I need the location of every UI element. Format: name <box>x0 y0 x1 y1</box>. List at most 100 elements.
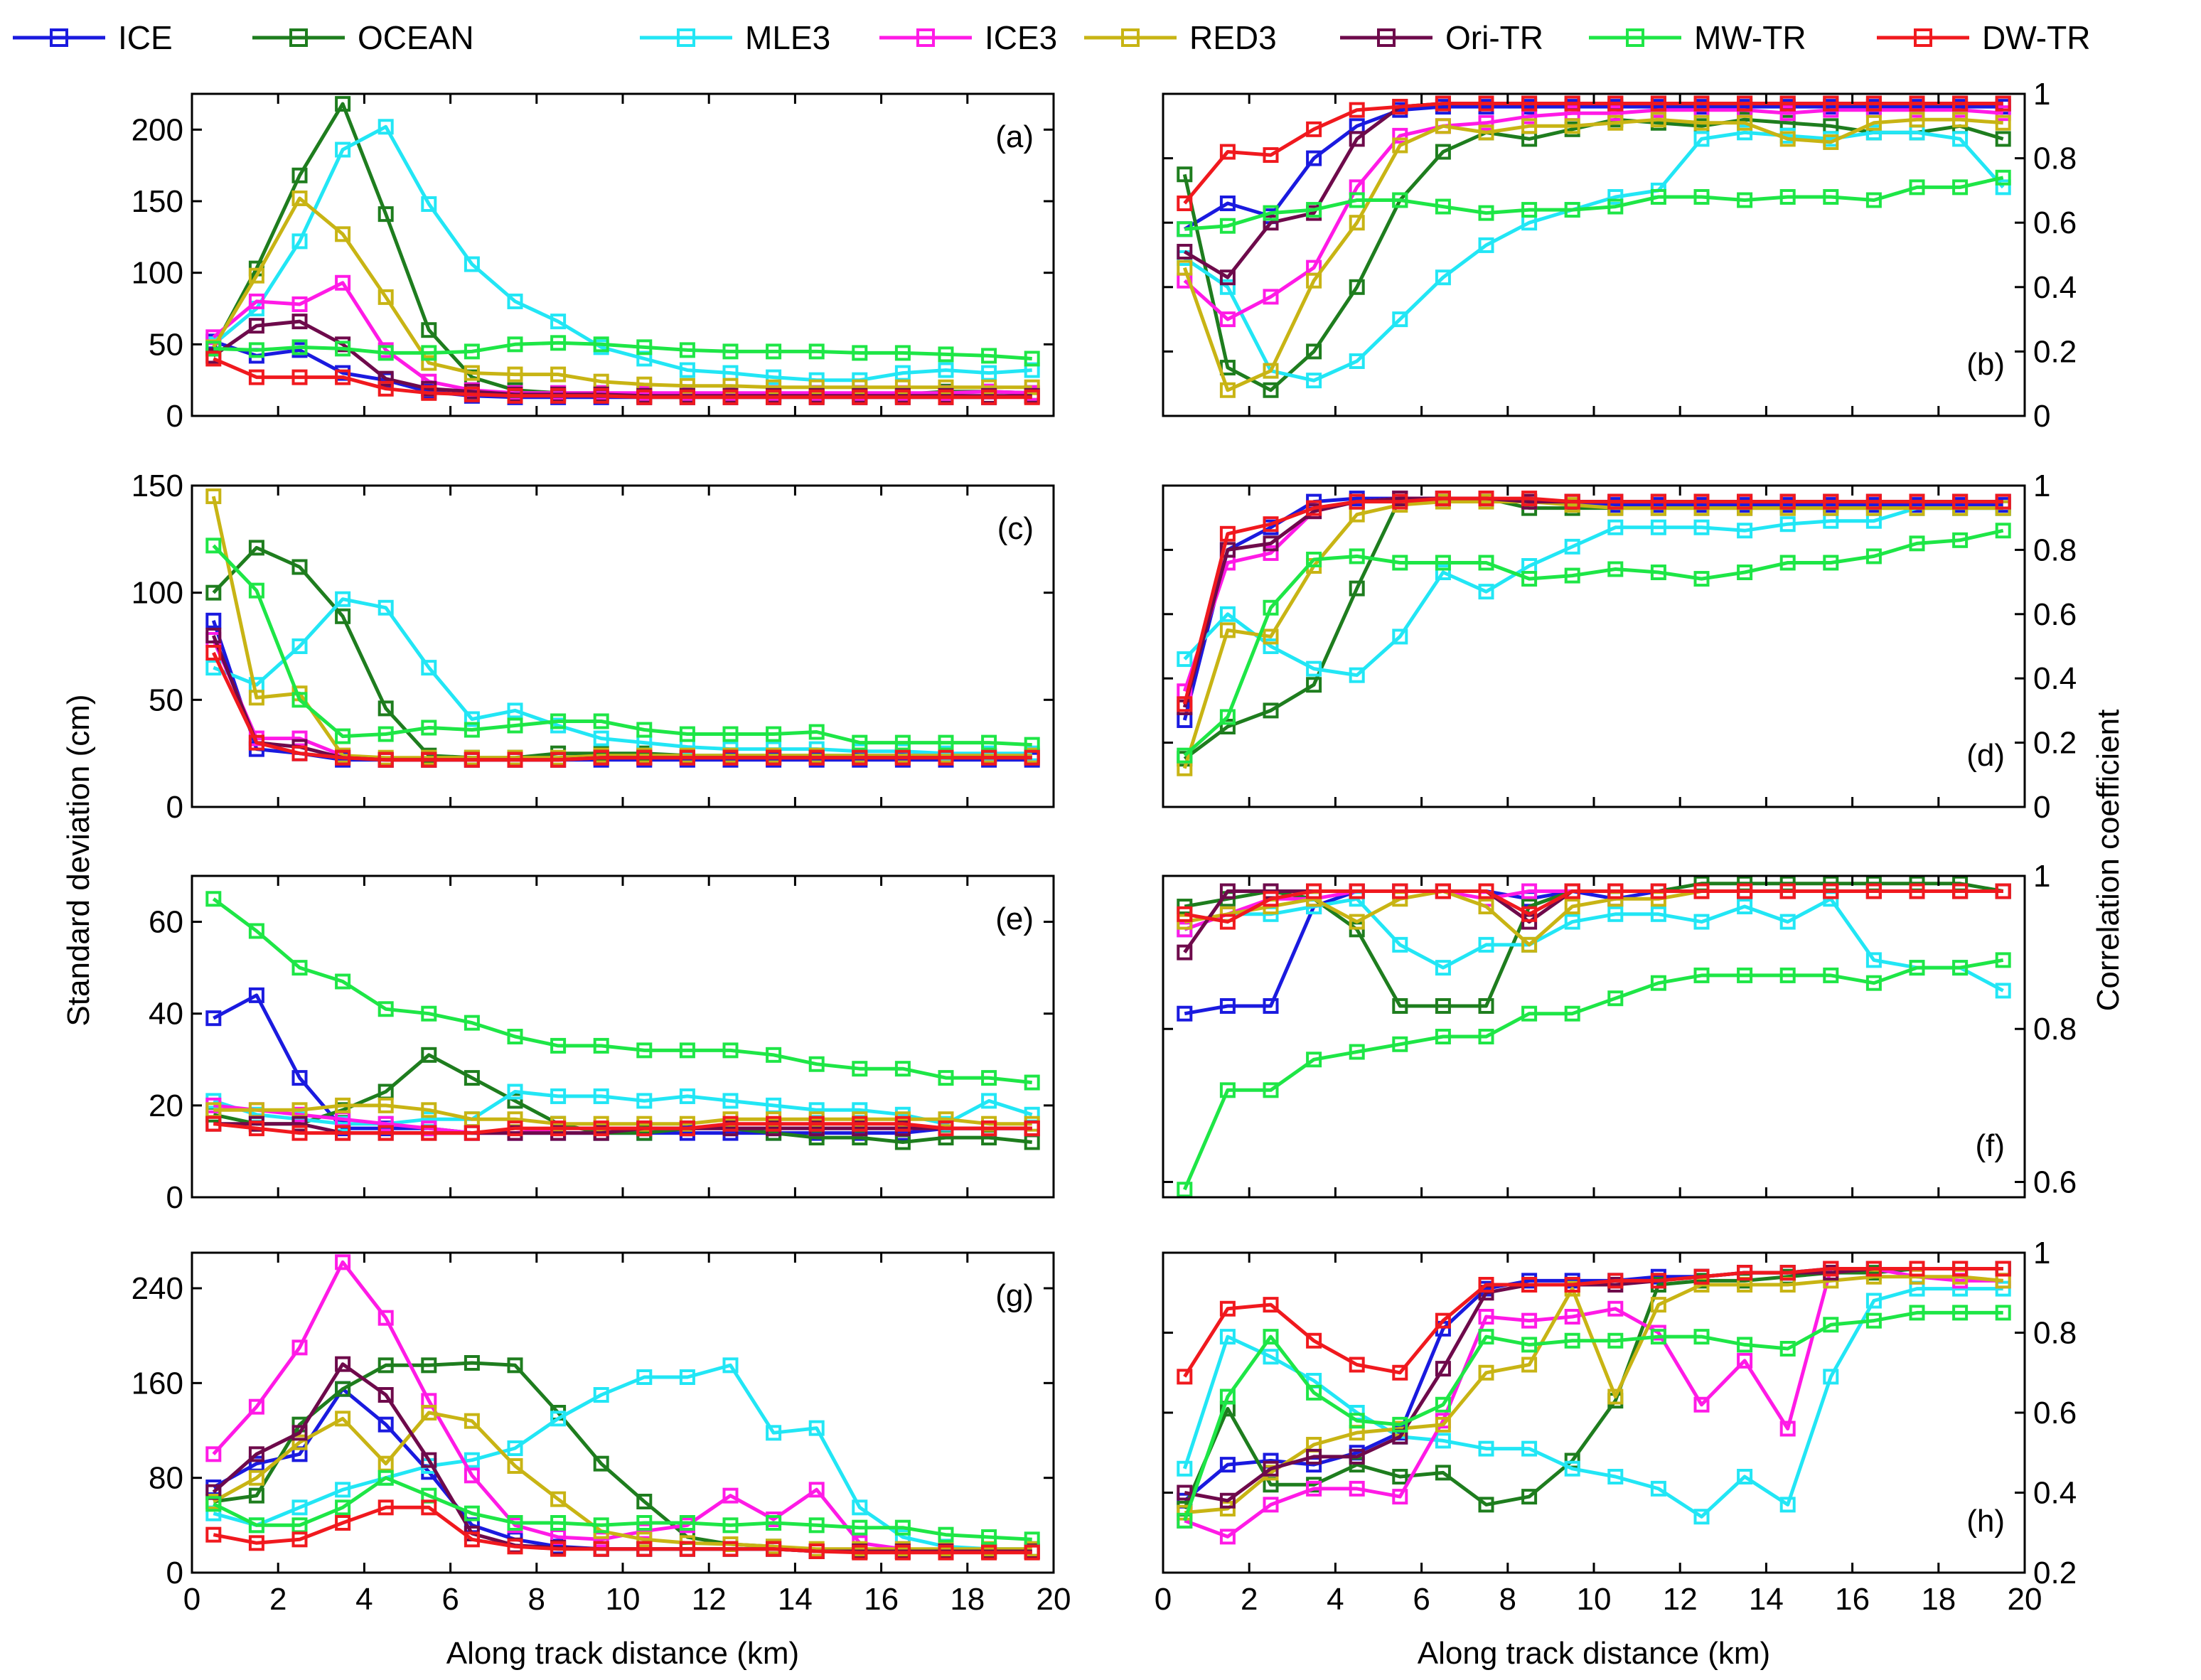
data-point-ocean <box>377 1357 394 1374</box>
data-point-dw-tr <box>1478 491 1494 507</box>
data-point-dw-tr <box>894 1544 911 1561</box>
data-point-dw-tr <box>981 1544 997 1561</box>
data-point-mw-tr <box>335 728 351 744</box>
panel-a: 0 50 100 150 200 (a) <box>132 92 1055 434</box>
series-group <box>205 891 1040 1150</box>
data-point-ori-tr <box>1263 535 1279 552</box>
data-point-dw-tr <box>636 389 653 405</box>
legend-label: MLE3 <box>745 19 830 56</box>
data-point-dw-tr <box>722 389 739 405</box>
x-tick-label: 2 <box>1241 1582 1258 1617</box>
data-point-dw-tr <box>1564 883 1580 899</box>
data-point-red3 <box>938 1111 954 1128</box>
y-tick-label: 240 <box>132 1271 183 1306</box>
data-point-dw-tr <box>1693 1268 1710 1285</box>
y-tick-label: 1 <box>2033 1236 2050 1270</box>
data-point-red3 <box>1564 118 1580 134</box>
data-point-mw-tr <box>938 734 954 751</box>
data-point-mle3 <box>1865 952 1882 968</box>
data-point-mw-tr <box>507 1515 523 1531</box>
data-point-dw-tr <box>507 1539 523 1555</box>
x-tick-label: 10 <box>606 1582 641 1617</box>
legend-marker <box>1914 28 1932 47</box>
data-point-dw-tr <box>1435 883 1451 899</box>
data-point-dw-tr <box>1693 95 1710 112</box>
data-point-mw-tr <box>808 1056 825 1072</box>
data-point-mw-tr <box>1865 548 1882 565</box>
data-point-mw-tr <box>335 341 351 357</box>
data-point-ocean <box>1306 343 1322 360</box>
data-point-mw-tr <box>1693 188 1710 205</box>
data-point-mw-tr <box>1219 1389 1236 1405</box>
data-point-ice3 <box>205 1446 222 1462</box>
data-point-red3 <box>1349 914 1365 930</box>
data-point-dw-tr <box>1306 883 1322 899</box>
data-point-ice3 <box>291 1339 308 1356</box>
data-point-dw-tr <box>1349 102 1365 118</box>
data-point-mw-tr <box>1435 555 1451 571</box>
data-point-mle3 <box>1737 124 1753 141</box>
data-point-dw-tr <box>1521 1277 1538 1293</box>
data-point-dw-tr <box>679 389 695 405</box>
data-point-mw-tr <box>1650 1329 1666 1345</box>
data-point-mw-tr <box>1521 202 1538 218</box>
data-point-mw-tr <box>981 1070 997 1086</box>
data-point-dw-tr <box>1865 95 1882 112</box>
data-point-ice <box>1219 997 1236 1014</box>
x-tick-label: 16 <box>864 1582 899 1617</box>
data-point-mw-tr <box>766 1047 782 1063</box>
data-point-ocean <box>1478 1497 1494 1513</box>
data-point-mw-tr <box>1607 1332 1624 1349</box>
data-point-dw-tr <box>1263 147 1279 164</box>
data-point-dw-tr <box>1650 493 1666 510</box>
data-point-dw-tr <box>636 1120 653 1137</box>
data-point-dw-tr <box>1823 883 1839 899</box>
data-point-dw-tr <box>636 749 653 766</box>
data-point-mle3 <box>291 638 308 654</box>
y-tick-label: 200 <box>132 112 183 147</box>
panel-label: (b) <box>1966 347 2005 382</box>
data-point-red3 <box>1306 272 1322 289</box>
data-point-red3 <box>1823 134 1839 150</box>
data-point-red3 <box>377 1097 394 1113</box>
data-point-mw-tr <box>722 343 739 360</box>
plot-frame <box>1162 1251 2026 1574</box>
data-point-dw-tr <box>421 385 437 401</box>
data-point-mle3 <box>1521 1440 1538 1457</box>
data-point-ocean <box>1478 997 1494 1014</box>
data-point-mw-tr <box>679 342 695 358</box>
data-point-mw-tr <box>1995 1305 2011 1321</box>
data-point-mle3 <box>1435 960 1451 976</box>
data-point-mle3 <box>1779 1497 1796 1513</box>
panel-c: 0 50 100 150 (c) <box>132 469 1055 825</box>
y-tick-label: 1 <box>2033 469 2050 503</box>
data-point-mw-tr <box>894 345 911 361</box>
data-point-dw-tr <box>1865 493 1882 510</box>
data-point-dw-tr <box>1435 1312 1451 1329</box>
y-axis-label-left: Standard deviation (cm) <box>61 694 96 1026</box>
data-point-mw-tr <box>1952 179 1969 196</box>
legend-marker <box>1626 28 1644 47</box>
data-point-mle3 <box>1693 519 1710 535</box>
data-point-mle3 <box>507 702 523 719</box>
data-point-ori-tr <box>291 1115 308 1132</box>
data-point-ice3 <box>1263 289 1279 305</box>
data-point-ice3 <box>1607 1300 1624 1317</box>
data-point-dw-tr <box>1521 491 1538 507</box>
x-tick-label: 18 <box>1921 1582 1956 1617</box>
data-point-red3 <box>1607 1389 1624 1405</box>
y-tick-label: 0 <box>166 1180 183 1215</box>
data-point-ocean <box>464 1355 480 1371</box>
data-point-ocean <box>205 584 222 601</box>
data-point-mle3 <box>679 362 695 378</box>
series-line-mw-tr <box>1183 958 2004 1191</box>
data-point-mw-tr <box>377 345 394 361</box>
data-point-mw-tr <box>335 973 351 990</box>
data-point-mw-tr <box>1263 1082 1279 1098</box>
data-point-red3 <box>1650 1297 1666 1313</box>
legend-marker <box>289 28 308 47</box>
x-tick-label: 16 <box>1835 1582 1870 1617</box>
data-point-ocean <box>291 167 308 183</box>
data-point-mw-tr <box>636 1042 653 1059</box>
legend-marker <box>50 28 68 47</box>
